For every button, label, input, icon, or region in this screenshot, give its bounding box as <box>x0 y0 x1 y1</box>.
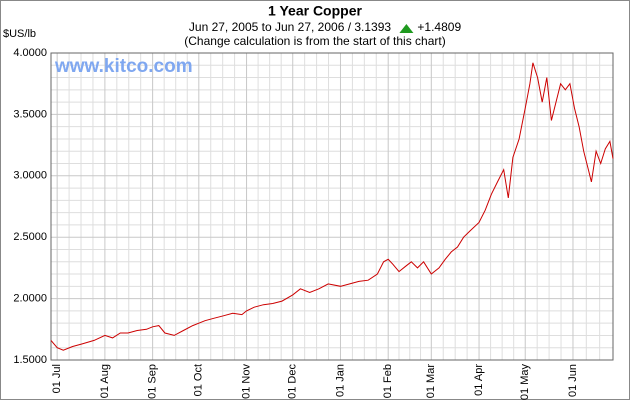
plot-border <box>50 52 614 361</box>
x-tick-label: 01 Jun <box>567 364 579 397</box>
y-tick-label: 4.0000 <box>13 47 47 59</box>
change: +1.4809 <box>417 20 461 34</box>
x-tick-label: 01 Mar <box>425 364 437 399</box>
x-tick-label: 01 Jan <box>334 364 346 397</box>
chart-subtitle: Jun 27, 2005 to Jun 27, 2006 / 3.1393 <box>189 20 391 34</box>
y-tick-label: 2.5000 <box>13 231 47 243</box>
y-tick-label: 3.5000 <box>13 108 47 120</box>
y-tick-label: 1.5000 <box>13 354 47 366</box>
plot-background <box>51 53 613 360</box>
y-axis-label: $US/lb <box>3 28 36 40</box>
chart-title: 1 Year Copper <box>268 3 362 19</box>
x-tick-label: 01 Feb <box>382 364 394 398</box>
plot-area: 1.5000 2.0000 2.5000 3.0000 3.5000 4.0000 01 J… <box>13 47 614 400</box>
chart-note: (Change calculation is from the start of… <box>184 34 445 48</box>
x-tick-label: 01 Sep <box>147 364 159 399</box>
x-tick-label: 01 Nov <box>240 364 252 399</box>
x-tick-label: 01 May <box>519 364 531 400</box>
y-tick-label: 2.0000 <box>13 293 47 305</box>
price-line <box>50 62 614 351</box>
x-tick-label: 01 Dec <box>287 364 299 399</box>
x-tick-label: 01 Apr <box>473 364 485 396</box>
x-tick-label: 01 Jul <box>51 364 63 393</box>
x-tick-label: 01 Oct <box>193 364 205 396</box>
up-arrow <box>399 24 414 33</box>
y-tick-label: 3.0000 <box>13 170 47 182</box>
x-tick-label: 01 Aug <box>99 364 111 398</box>
watermark: www.kitco.com <box>54 56 193 77</box>
